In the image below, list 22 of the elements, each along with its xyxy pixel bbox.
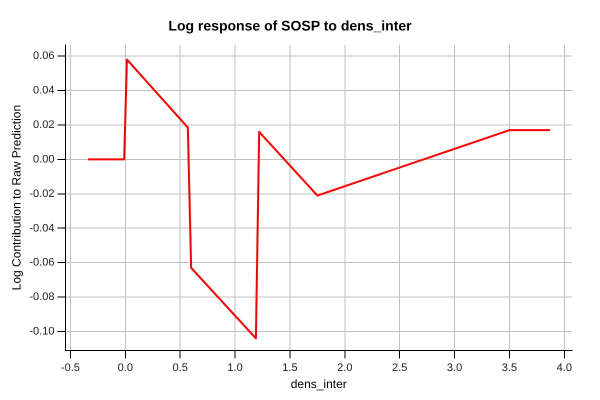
y-tick-label: -0.02 (29, 188, 54, 200)
y-tick-label: -0.06 (29, 256, 54, 269)
x-tick-label: 1.5 (282, 362, 298, 374)
x-tick-label: 2.0 (337, 362, 352, 374)
y-tick-label: -0.10 (29, 326, 54, 338)
x-axis-title: dens_inter (290, 377, 347, 392)
chart-title: Log response of SOSP to dens_inter (168, 17, 412, 34)
y-tick-label: -0.08 (29, 291, 54, 304)
y-tick-label: 0.00 (33, 153, 54, 166)
x-tick-label: 2.5 (392, 362, 408, 374)
x-tick-label: 3.5 (502, 362, 518, 374)
y-tick-label: 0.06 (33, 50, 54, 62)
x-tick-label: -0.5 (60, 362, 80, 374)
x-tick-label: 1.0 (227, 362, 243, 374)
x-tick-label: 3.0 (446, 362, 462, 374)
y-tick-label: 0.04 (33, 84, 54, 97)
y-axis-title: Log Contribution to Raw Prediction (10, 104, 24, 290)
x-tick-label: 0.5 (172, 362, 188, 374)
x-tick-label: 0.0 (118, 362, 133, 374)
y-tick-label: 0.02 (33, 119, 54, 132)
x-tick-label: 4.0 (556, 362, 572, 374)
y-tick-label: -0.04 (29, 222, 54, 234)
